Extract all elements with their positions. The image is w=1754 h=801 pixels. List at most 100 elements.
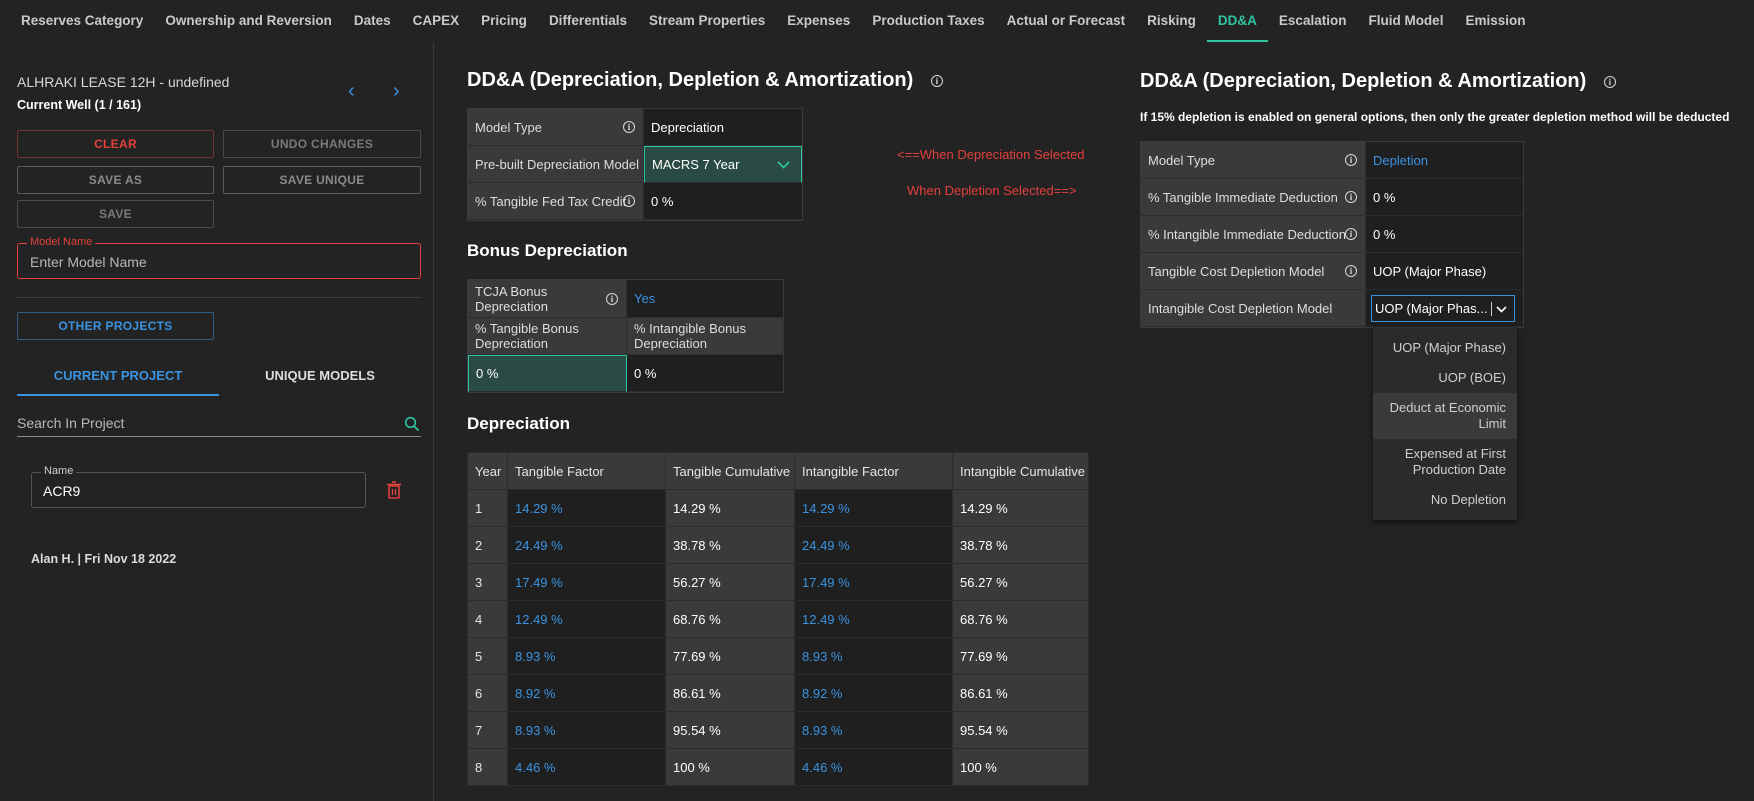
intangible-factor-cell[interactable]: 4.46 %	[794, 748, 953, 786]
model-item-name-field[interactable]: Name ACR9	[31, 465, 366, 508]
intangible-factor-cell[interactable]: 24.49 %	[794, 526, 953, 564]
tab-dates[interactable]: Dates	[353, 13, 391, 28]
trash-icon[interactable]	[386, 481, 402, 499]
info-icon[interactable]: i	[1345, 228, 1357, 240]
column-header: Intangible Factor	[794, 452, 953, 490]
depreciation-section-title: DD&A (Depreciation, Depletion & Amortiza…	[467, 69, 943, 92]
intangible-immediate-value[interactable]: 0 %	[1366, 216, 1523, 253]
tab-ownership-and-reversion[interactable]: Ownership and Reversion	[165, 13, 332, 28]
model-name-placeholder: Enter Model Name	[30, 254, 147, 270]
tangible-immediate-value[interactable]: 0 %	[1366, 179, 1523, 216]
column-header: Year	[467, 452, 508, 490]
right-title: DD&A (Depreciation, Depletion & Amortiza…	[1140, 70, 1587, 92]
info-icon[interactable]: i	[1603, 75, 1616, 88]
tab-escalation[interactable]: Escalation	[1278, 13, 1347, 28]
year-cell: 2	[467, 526, 508, 564]
tab-differentials[interactable]: Differentials	[548, 13, 627, 28]
tangible-cost-depletion-value[interactable]: UOP (Major Phase)	[1366, 253, 1523, 290]
info-icon[interactable]: i	[623, 195, 635, 207]
tab-current-project[interactable]: CURRENT PROJECT	[53, 368, 183, 383]
depletion-dropdown-menu: UOP (Major Phase) UOP (BOE) Deduct at Ec…	[1373, 327, 1517, 520]
intangible-cumulative-cell: 100 %	[952, 748, 1089, 786]
intangible-factor-cell[interactable]: 8.93 %	[794, 711, 953, 749]
intangible-factor-cell[interactable]: 8.92 %	[794, 674, 953, 712]
tab-emission[interactable]: Emission	[1465, 13, 1526, 28]
table-row: 7 8.93 % 95.54 % 8.93 % 95.54 %	[467, 711, 1089, 749]
tangible-factor-cell[interactable]: 12.49 %	[507, 600, 666, 638]
fed-tax-credit-value[interactable]: 0 %	[644, 183, 802, 220]
tangible-factor-cell[interactable]: 8.93 %	[507, 711, 666, 749]
intangible-factor-cell[interactable]: 17.49 %	[794, 563, 953, 601]
dropdown-option[interactable]: No Depletion	[1430, 492, 1506, 507]
intangible-cumulative-cell: 68.76 %	[952, 600, 1089, 638]
tangible-bonus-value[interactable]: 0 %	[468, 355, 627, 392]
tangible-cumulative-cell: 77.69 %	[665, 637, 795, 675]
table-row: 3 17.49 % 56.27 % 17.49 % 56.27 %	[467, 563, 1089, 601]
depletion-section-title: DD&A (Depreciation, Depletion & Amortiza…	[1140, 70, 1616, 93]
tangible-cumulative-cell: 86.61 %	[665, 674, 795, 712]
search-underline	[17, 436, 421, 437]
info-icon[interactable]: i	[1345, 265, 1357, 277]
dropdown-option[interactable]: Expensed at First Production Date	[1404, 446, 1506, 477]
tab-fluid-model[interactable]: Fluid Model	[1368, 13, 1444, 28]
tangible-factor-cell[interactable]: 24.49 %	[507, 526, 666, 564]
tangible-cumulative-cell: 100 %	[665, 748, 795, 786]
search-input[interactable]: Search In Project	[17, 415, 125, 431]
dropdown-option[interactable]: UOP (Major Phase)	[1392, 340, 1506, 355]
tangible-factor-cell[interactable]: 4.46 %	[507, 748, 666, 786]
save-as-button[interactable]: SAVE AS	[17, 166, 214, 194]
depletion-note: When Depletion Selected==>	[907, 183, 1077, 198]
tangible-factor-cell[interactable]: 8.93 %	[507, 637, 666, 675]
undo-changes-button[interactable]: UNDO CHANGES	[223, 130, 421, 158]
info-icon[interactable]: i	[606, 292, 618, 305]
intangible-factor-cell[interactable]: 8.93 %	[794, 637, 953, 675]
depreciation-model-grid: Model Type i Depreciation Pre-built Depre…	[467, 108, 803, 221]
model-item-name-label: Name	[41, 465, 77, 477]
depletion-model-grid: Model Type i Depletion % Tangible Immedia…	[1140, 141, 1524, 328]
tangible-cumulative-cell: 14.29 %	[665, 489, 795, 527]
model-type-value[interactable]: Depreciation	[644, 109, 802, 146]
tangible-factor-cell[interactable]: 14.29 %	[507, 489, 666, 527]
intangible-factor-cell[interactable]: 14.29 %	[794, 489, 953, 527]
tangible-cumulative-cell: 38.78 %	[665, 526, 795, 564]
tangible-factor-cell[interactable]: 8.92 %	[507, 674, 666, 712]
save-unique-button[interactable]: SAVE UNIQUE	[223, 166, 421, 194]
intangible-cumulative-cell: 95.54 %	[952, 711, 1089, 749]
tab-stream-properties[interactable]: Stream Properties	[648, 13, 766, 28]
tab-expenses[interactable]: Expenses	[787, 13, 851, 28]
intangible-cost-depletion-value: UOP (Major Phas...	[1375, 300, 1488, 316]
dropdown-option[interactable]: UOP (BOE)	[1438, 370, 1506, 385]
dropdown-option[interactable]: Deduct at Economic Limit	[1389, 400, 1506, 431]
depletion-model-type-value[interactable]: Depletion	[1366, 142, 1523, 179]
intangible-cumulative-cell: 14.29 %	[952, 489, 1089, 527]
intangible-cost-depletion-select[interactable]: UOP (Major Phas...	[1371, 294, 1515, 322]
model-name-field[interactable]: Model Name Enter Model Name	[17, 236, 421, 279]
tab-production-taxes[interactable]: Production Taxes	[872, 13, 985, 28]
search-icon[interactable]	[404, 416, 420, 432]
intangible-bonus-value[interactable]: 0 %	[627, 355, 783, 392]
tangible-cumulative-cell: 68.76 %	[665, 600, 795, 638]
save-button[interactable]: SAVE	[17, 200, 214, 228]
tab-unique-models[interactable]: UNIQUE MODELS	[265, 368, 375, 383]
prebuilt-model-select[interactable]: MACRS 7 Year	[644, 146, 802, 183]
tab-capex[interactable]: CAPEX	[412, 13, 460, 28]
tab-pricing[interactable]: Pricing	[481, 13, 527, 28]
year-cell: 6	[467, 674, 508, 712]
tab-actual-or-forecast[interactable]: Actual or Forecast	[1006, 13, 1126, 28]
table-row: 2 24.49 % 38.78 % 24.49 % 38.78 %	[467, 526, 1089, 564]
tcja-value[interactable]: Yes	[627, 280, 783, 318]
chevron-right-icon[interactable]: ›	[393, 80, 400, 102]
chevron-left-icon[interactable]: ‹	[348, 80, 355, 102]
info-icon[interactable]: i	[1345, 154, 1357, 166]
other-projects-button[interactable]: OTHER PROJECTS	[17, 312, 214, 340]
intangible-factor-cell[interactable]: 12.49 %	[794, 600, 953, 638]
clear-button[interactable]: CLEAR	[17, 130, 214, 158]
info-icon[interactable]: i	[623, 121, 635, 133]
tangible-factor-cell[interactable]: 17.49 %	[507, 563, 666, 601]
tab-risking[interactable]: Risking	[1147, 13, 1196, 28]
tab-reserves-category[interactable]: Reserves Category	[21, 13, 144, 28]
info-icon[interactable]: i	[1345, 191, 1357, 203]
info-icon[interactable]: i	[930, 74, 943, 87]
tab-dda[interactable]: DD&A	[1206, 0, 1268, 42]
depletion-note-text: If 15% depletion is enabled on general o…	[1140, 110, 1730, 124]
